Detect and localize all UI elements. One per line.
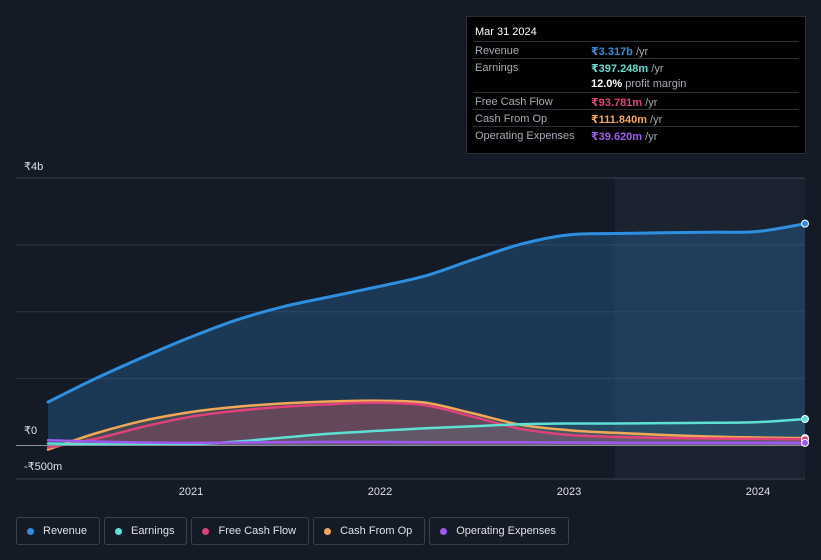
x-tick-2021: 2021: [178, 486, 204, 498]
tooltip-unit: /yr: [642, 131, 658, 143]
data-tooltip: Mar 31 2024 Revenue ₹3.317b /yr Earnings…: [466, 16, 806, 154]
tooltip-value: 12.0%: [591, 78, 623, 90]
line-revenue: [46, 222, 807, 404]
tooltip-row-profit-margin: 12.0% profit margin: [473, 75, 799, 92]
tooltip-row-cash-from-op: Cash From Op ₹111.840m /yr: [473, 109, 799, 127]
tooltip-unit: /yr: [642, 97, 658, 109]
x-tick-2022: 2022: [367, 486, 393, 498]
area-free-cash-flow: [48, 402, 805, 448]
x-tick-2023: 2023: [556, 486, 582, 498]
tooltip-label: Cash From Op: [475, 113, 548, 125]
area-earnings: [48, 419, 805, 446]
tooltip-row-operating-expenses: Operating Expenses ₹39.620m /yr: [473, 126, 799, 144]
line-earnings: [46, 417, 807, 446]
tooltip-unit: /yr: [632, 46, 649, 58]
end-marker-operating-expenses: [801, 438, 809, 447]
legend-label: Free Cash Flow: [218, 525, 297, 537]
end-marker-earnings: [801, 415, 809, 424]
legend-label: Cash From Op: [340, 525, 413, 537]
line-cash-from-op: [46, 399, 807, 451]
legend-item-earnings[interactable]: Earnings: [104, 517, 188, 545]
y-axis-bottom-label: -₹500m: [24, 461, 63, 473]
legend-dot-icon: [324, 527, 332, 535]
legend-label: Operating Expenses: [456, 525, 556, 537]
x-tick-2024: 2024: [745, 486, 771, 498]
tooltip-value: ₹93.781m: [591, 97, 643, 109]
legend-dot-icon: [27, 527, 34, 535]
legend-dot-icon: [202, 527, 210, 535]
tooltip-row-revenue: Revenue ₹3.317b /yr: [473, 41, 799, 59]
legend-dot-icon: [440, 527, 448, 535]
tooltip-date: Mar 31 2024: [475, 26, 537, 38]
line-free-cash-flow: [46, 401, 807, 449]
tooltip-unit: /yr: [648, 63, 664, 75]
tooltip-label: Free Cash Flow: [475, 96, 553, 108]
tooltip-row-free-cash-flow: Free Cash Flow ₹93.781m /yr: [473, 92, 799, 110]
legend-item-revenue[interactable]: Revenue: [16, 517, 101, 545]
legend-item-operating-expenses[interactable]: Operating Expenses: [429, 517, 569, 545]
tooltip-label: Revenue: [475, 45, 520, 57]
chart-legend: Revenue Earnings Free Cash Flow Cash Fro…: [16, 517, 569, 545]
end-marker-revenue: [801, 219, 809, 228]
area-revenue: [48, 223, 805, 446]
tooltip-label: Operating Expenses: [475, 130, 575, 142]
tooltip-label: Earnings: [475, 62, 519, 74]
legend-label: Revenue: [43, 525, 88, 537]
y-axis-top-label: ₹4b: [24, 161, 44, 173]
tooltip-value: ₹39.620m: [591, 131, 643, 143]
tooltip-unit: /yr: [646, 114, 663, 126]
y-axis-zero-label: ₹0: [24, 425, 38, 437]
legend-dot-icon: [115, 527, 123, 535]
tooltip-row-earnings: Earnings ₹397.248m /yr: [473, 58, 799, 76]
tooltip-value: ₹397.248m: [591, 63, 649, 75]
legend-item-free-cash-flow[interactable]: Free Cash Flow: [191, 517, 310, 545]
line-operating-expenses: [46, 438, 807, 445]
tooltip-unit: profit margin: [622, 78, 687, 90]
legend-item-cash-from-op[interactable]: Cash From Op: [313, 517, 426, 545]
tooltip-value: ₹111.840m: [591, 114, 647, 126]
tooltip-value: ₹3.317b: [591, 46, 633, 58]
legend-label: Earnings: [131, 525, 175, 537]
